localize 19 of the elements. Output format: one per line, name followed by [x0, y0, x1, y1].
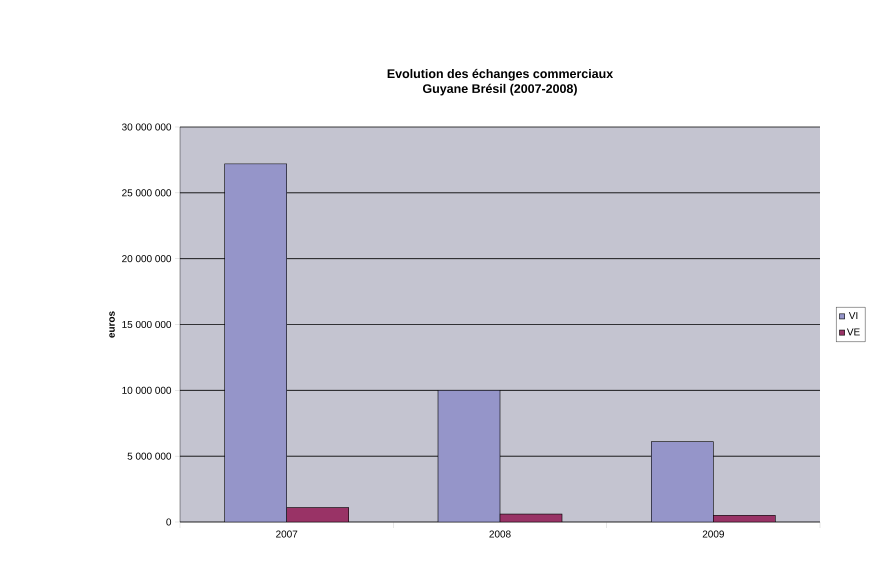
- legend-label: VE: [846, 328, 860, 336]
- y-tick-label: 30 000 000: [122, 123, 172, 131]
- legend-label: VI: [848, 312, 858, 320]
- bar: [651, 441, 714, 522]
- x-tick-label: 2009: [702, 530, 724, 538]
- bar: [224, 164, 287, 522]
- y-tick-label: 5 000 000: [128, 452, 172, 460]
- y-tick-label: 20 000 000: [122, 255, 172, 262]
- y-tick-label: 15 000 000: [122, 320, 172, 328]
- x-tick-label: 2007: [276, 530, 298, 538]
- bar: [286, 508, 349, 522]
- y-tick-label: 10 000 000: [122, 386, 172, 394]
- chart-title: Evolution des échanges commerciaux Guyane Brésil (2007-2008): [388, 68, 614, 96]
- y-tick-label: 25 000 000: [122, 189, 172, 196]
- y-tick-label: 0: [166, 518, 172, 526]
- bar: [438, 390, 500, 522]
- x-tick-label: 2008: [489, 530, 511, 538]
- bar: [713, 515, 776, 522]
- y-axis-title: euros: [109, 311, 115, 338]
